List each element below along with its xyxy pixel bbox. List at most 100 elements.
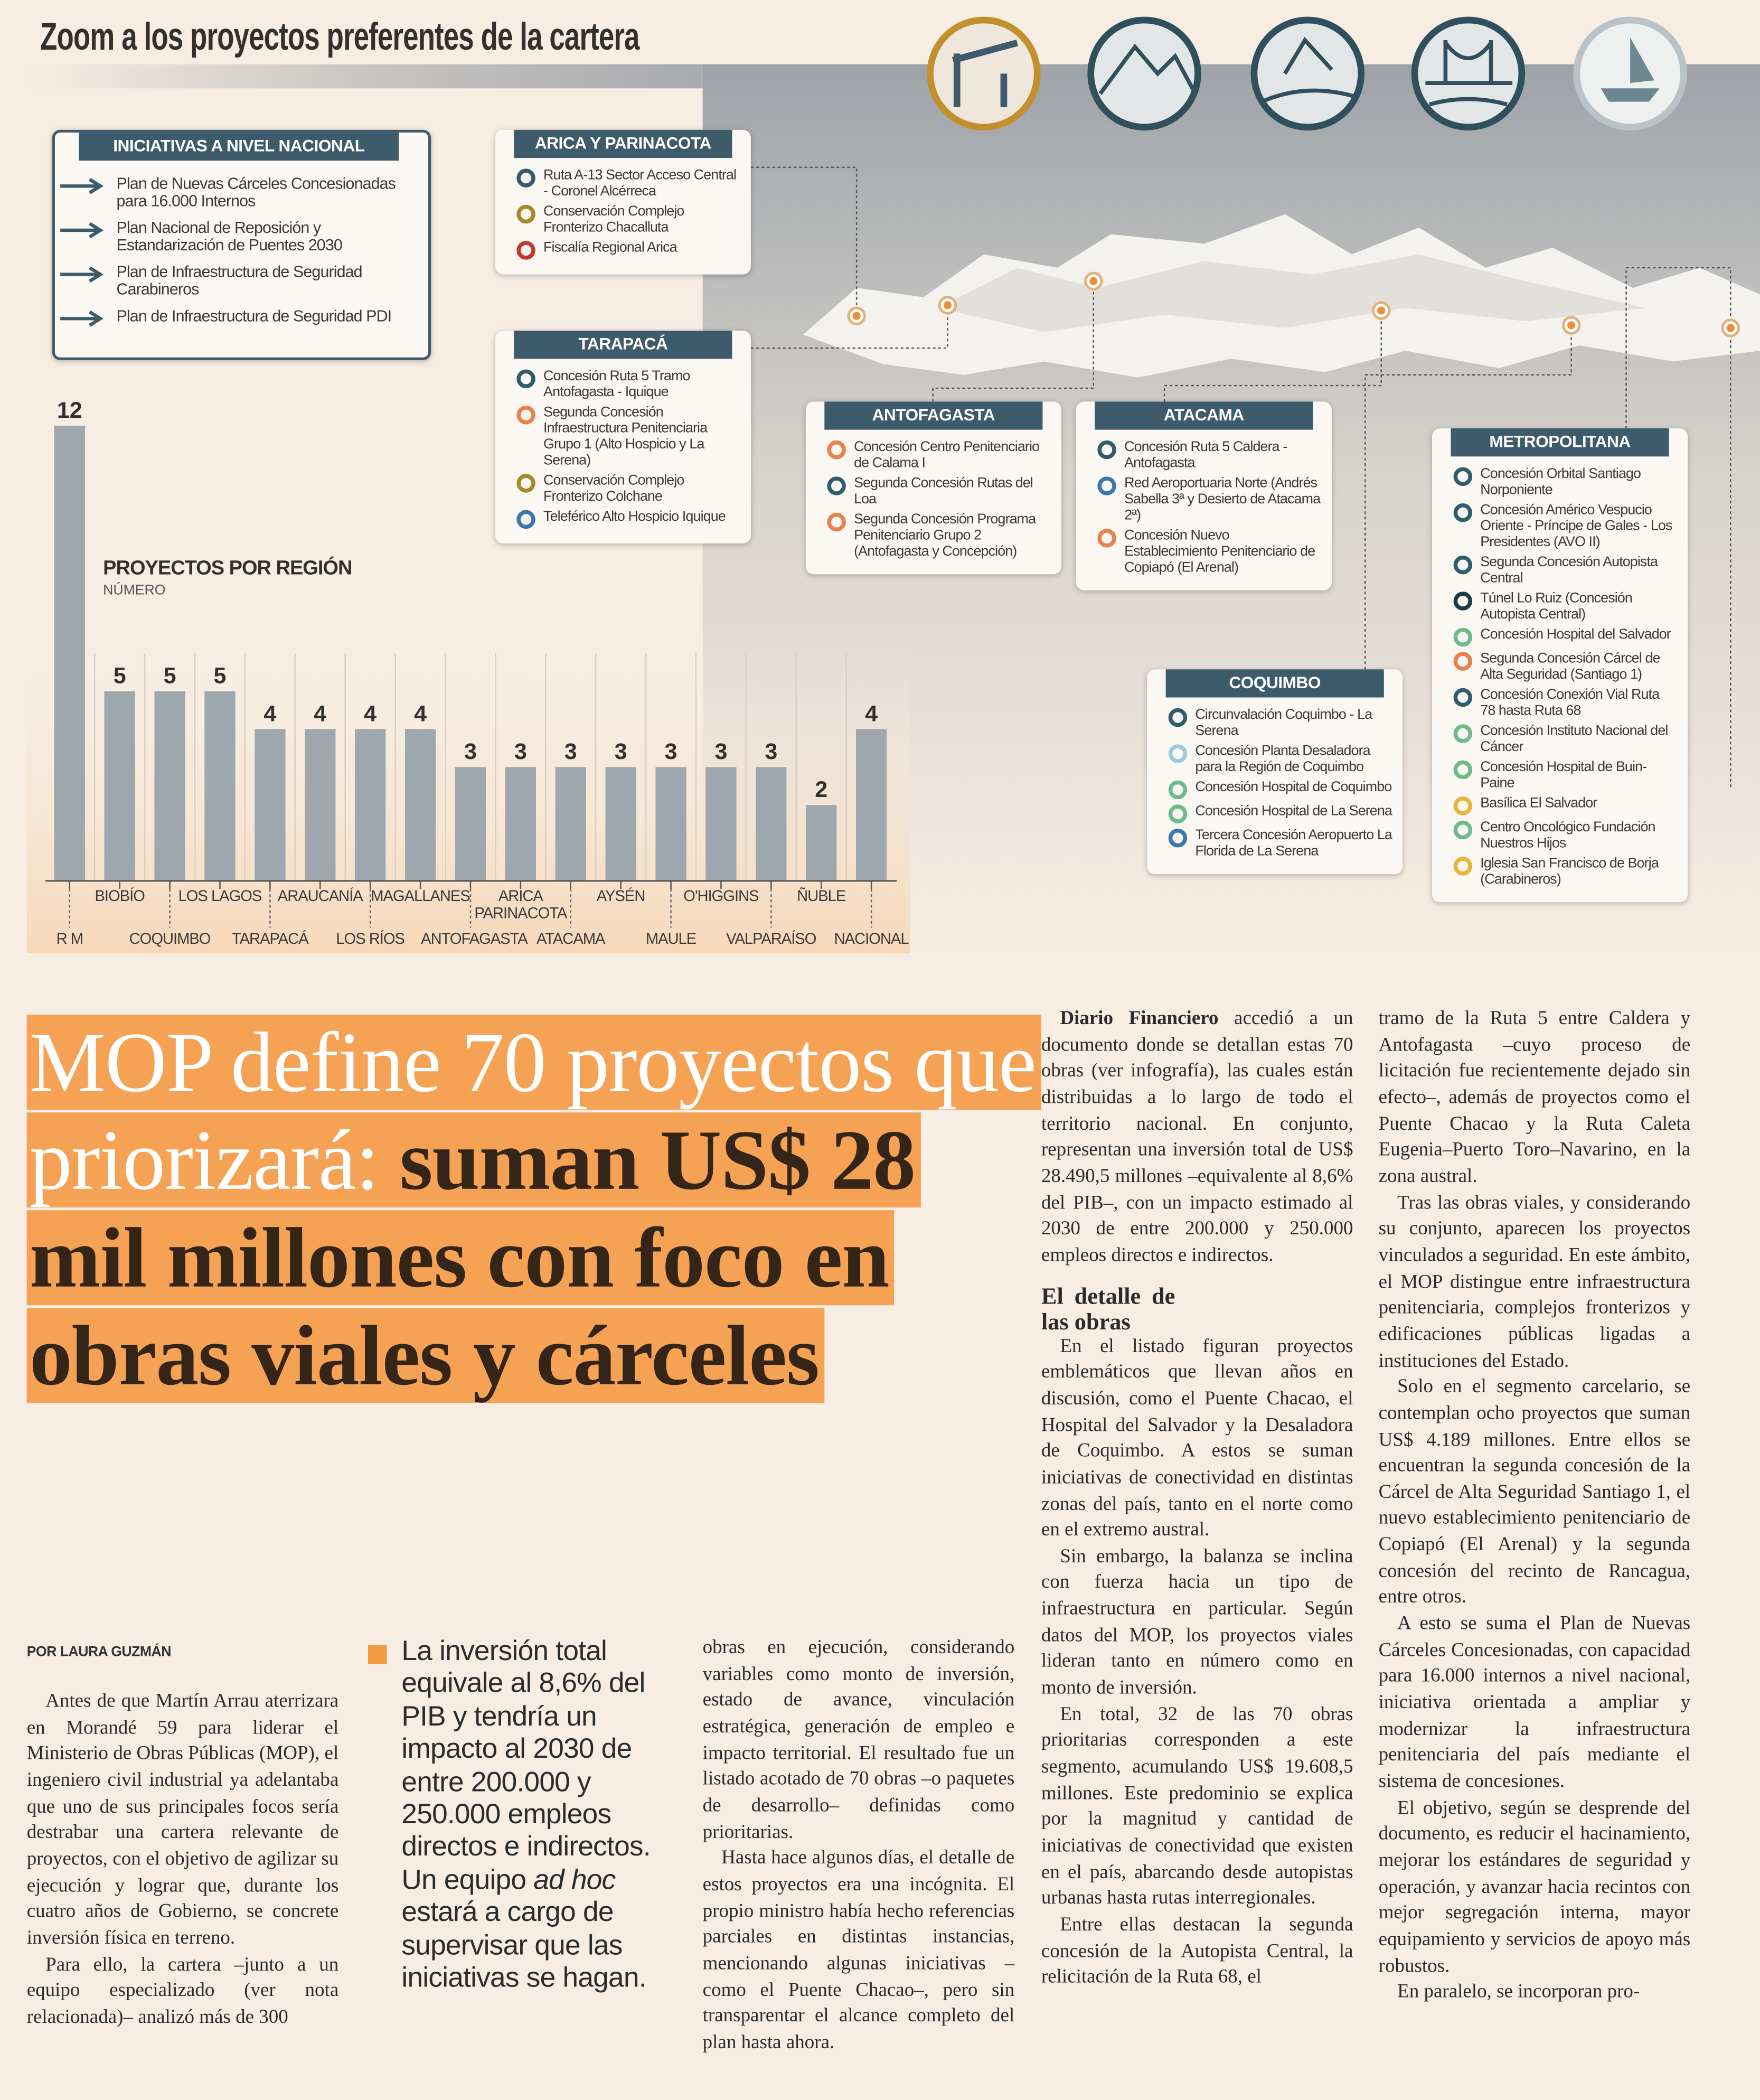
value-label: 4 (263, 701, 276, 726)
headline-background: MOP define 70 proyectos que priorizará: … (26, 1015, 1041, 1403)
item-text: Segunda Concesión Infraestructura Penite… (543, 404, 708, 469)
paragraph: A esto se suma el Plan de Nuevas Cárcele… (1379, 1612, 1691, 1796)
item-text: Concesión Planta Desaladora para la Regi… (1195, 743, 1370, 775)
bar (655, 767, 686, 881)
x-tick-label: MAULE (645, 932, 697, 948)
item-text: Plan Nacional de Reposición y Estandariz… (116, 218, 343, 254)
bar (104, 691, 135, 881)
value-label: 4 (414, 701, 427, 726)
value-label: 4 (865, 701, 878, 726)
paragraph: Entre ellas destacan la segunda concesió… (1041, 1913, 1353, 1992)
connectors (750, 166, 1731, 790)
paragraph-text: En total, 32 de las 70 obras prioritaria… (1041, 1703, 1353, 1910)
paragraph-text: Antes de que Martín Arrau aterrizara en … (26, 1691, 339, 1949)
paragraph: Para ello, la cartera –junto a un equipo… (27, 1953, 339, 2031)
value-label: 2 (815, 777, 827, 802)
type-dot (1453, 724, 1473, 743)
box-header: METROPOLITANA (1451, 428, 1669, 457)
x-tick-label: BIOBÍO (95, 888, 145, 905)
arrow-shape (60, 178, 104, 194)
national-item: Plan Nacional de Reposición y Estandariz… (60, 218, 418, 254)
lead-source: Diario Financiero (1060, 1008, 1219, 1030)
item-text: Red Aeroportuaria Norte (Andrés Sabella … (1124, 475, 1321, 524)
type-dot (1453, 760, 1473, 780)
arrow-icon (60, 311, 104, 327)
region-box: ANTOFAGASTA Concesión Centro Penitenciari… (805, 401, 1061, 575)
national-item: Plan de Infraestructura de Seguridad Car… (60, 264, 418, 297)
paragraph-text: A esto se suma el Plan de Nuevas Cárcele… (1378, 1613, 1691, 1793)
x-tick-label: COQUIMBO (129, 932, 211, 948)
bar (555, 767, 586, 881)
x-tick-label: R M (56, 932, 83, 948)
project-item: Centro Oncológico Fundación Nuestros Hij… (1453, 819, 1677, 852)
paragraph-text: En paralelo, se incorporan pro- (1397, 1981, 1640, 2003)
project-item: Teleférico Alto Hospicio Iquique (516, 509, 740, 529)
project-item: Segunda Concesión Autopista Central (1453, 554, 1677, 586)
x-tick-label: LOS RÍOS (336, 932, 405, 948)
type-dot (1168, 744, 1188, 763)
region-box: ATACAMA Concesión Ruta 5 Caldera - Antofa… (1076, 401, 1332, 590)
value-label: 3 (765, 739, 777, 764)
bar (404, 729, 436, 881)
national-item: Plan de Nuevas Cárceles Concesionadas pa… (60, 175, 418, 209)
type-dot (516, 241, 535, 260)
byline: POR LAURA GUZMÁN (26, 1644, 172, 1660)
paragraph: Tras las obras viales, y considerando su… (1379, 1191, 1691, 1375)
bar (505, 767, 537, 881)
type-dot (516, 204, 535, 224)
item-text: Segunda Concesión Cárcel de Alta Segurid… (1480, 650, 1660, 683)
paragraph-text: tramo de la Ruta 5 entre Caldera y Antof… (1378, 1008, 1691, 1188)
type-dot (1453, 467, 1473, 486)
paragraph-text: Para ello, la cartera –junto a un equipo… (26, 1954, 339, 2028)
highlight-quote: La inversión total equivale al 8,6% del … (401, 1636, 676, 1995)
highlight-marker (368, 1645, 387, 1664)
item-text: Concesión Conexión Vial Ruta 78 hasta Ru… (1480, 687, 1660, 719)
text-column: tramo de la Ruta 5 entre Caldera y Antof… (1379, 1007, 1691, 2061)
x-tick-label: O'HIGGINS (683, 888, 759, 905)
value-label: 3 (665, 739, 677, 764)
paragraph-text: El objetivo, según se desprende del docu… (1378, 1797, 1691, 1977)
arrow-icon (60, 222, 104, 239)
type-dot (1453, 652, 1473, 671)
type-dot (516, 168, 535, 188)
type-dot (1168, 780, 1188, 800)
item-text: Concesión Hospital de La Serena (1195, 803, 1392, 820)
item-text: Conservación Complejo Fronterizo Chacall… (543, 203, 684, 236)
x-tick-label: AYSÉN (596, 888, 646, 905)
quote-text: estará a cargo de supervisar que las ini… (401, 1897, 646, 1994)
project-item: Concesión Américo Vespucio Oriente - Prí… (1453, 502, 1677, 550)
project-item: Concesión Nuevo Establecimiento Penitenc… (1097, 528, 1321, 576)
national-box: INICIATIVAS A NIVEL NACIONAL Plan de Nue… (52, 129, 431, 360)
item-text: Concesión Instituto Nacional del Cáncer (1480, 723, 1668, 755)
arrow-shape (60, 266, 104, 283)
paragraph: En el listado figuran proyectos emblemát… (1041, 1334, 1353, 1545)
type-dot (1453, 592, 1473, 611)
project-item: Concesión Centro Penitenciario de Calama… (827, 439, 1050, 471)
value-label: 4 (364, 701, 377, 726)
text-column: Antes de que Martín Arrau aterrizara en … (27, 1690, 339, 2062)
project-item: Segunda Concesión Programa Penitenciario… (827, 511, 1050, 559)
type-dot (1097, 529, 1116, 548)
x-tick-label: ANTOFAGASTA (421, 932, 528, 948)
x-tick-label: ATACAMA (536, 932, 606, 948)
headline: MOP define 70 proyectos que priorizará: … (26, 1014, 1044, 1404)
x-tick-label: ARICA PARINACOTA (474, 888, 567, 922)
value-label: 3 (615, 739, 627, 764)
project-item: Conservación Complejo Fronterizo Colchan… (516, 473, 740, 505)
item-text: Centro Oncológico Fundación Nuestros Hij… (1480, 819, 1655, 852)
box-header: INICIATIVAS A NIVEL NACIONAL (79, 132, 399, 161)
item-text: Tercera Concesión Aeropuerto La Florida … (1195, 827, 1392, 860)
type-dot (1453, 627, 1473, 647)
quote-text: La inversión total equivale al 8,6% del … (401, 1636, 651, 1896)
item-text: Túnel Lo Ruiz (Concesión Autopista Centr… (1480, 590, 1633, 623)
bar-chart: 12 5 5 5 4 4 4 4 3 3 3 3 3 3 3 2 4 (45, 398, 897, 928)
item-text: Circunvalación Coquimbo - La Serena (1195, 707, 1372, 739)
project-item: Circunvalación Coquimbo - La Serena (1168, 707, 1392, 739)
paragraph-text: accedió a un documento donde se detallan… (1041, 1008, 1353, 1267)
box-header: ATACAMA (1095, 401, 1313, 430)
item-text: Fiscalía Regional Arica (543, 239, 677, 256)
chart-subtitle: NÚMERO (103, 582, 166, 598)
bar (455, 767, 486, 881)
